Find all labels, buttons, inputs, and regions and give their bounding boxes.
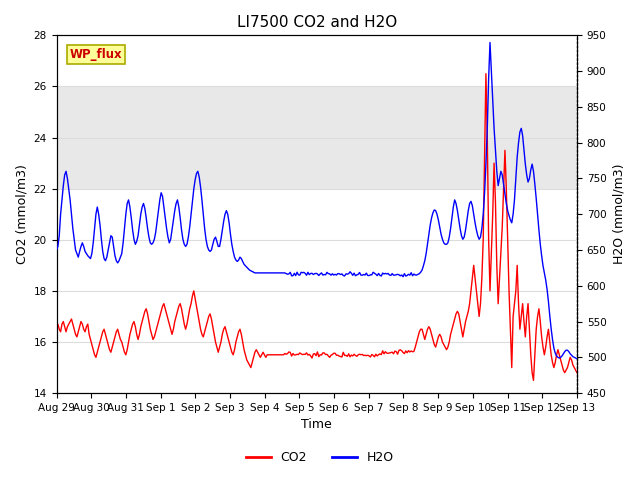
Y-axis label: H2O (mmol/m3): H2O (mmol/m3)	[612, 164, 625, 264]
Y-axis label: CO2 (mmol/m3): CO2 (mmol/m3)	[15, 164, 28, 264]
Legend: CO2, H2O: CO2, H2O	[241, 446, 399, 469]
Bar	[56, 86, 577, 189]
Title: LI7500 CO2 and H2O: LI7500 CO2 and H2O	[237, 15, 397, 30]
X-axis label: Time: Time	[301, 419, 332, 432]
Text: WP_flux: WP_flux	[70, 48, 122, 61]
